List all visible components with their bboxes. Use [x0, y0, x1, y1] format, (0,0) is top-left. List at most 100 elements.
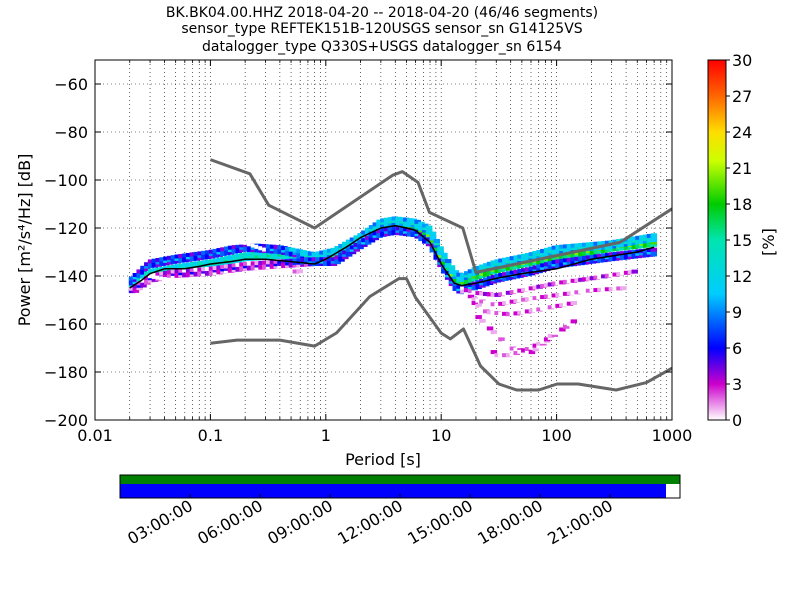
density-cell [273, 247, 281, 252]
density-cell [372, 227, 380, 232]
density-cell [441, 252, 448, 257]
density-cell [521, 263, 528, 268]
density-cell [224, 269, 231, 274]
density-cell [441, 257, 448, 262]
density-cell [543, 283, 551, 288]
density-cell [243, 264, 250, 269]
density-cell [482, 300, 490, 305]
density-cell [334, 260, 341, 265]
density-cell [418, 232, 425, 237]
density-cell [250, 251, 258, 256]
density-cell [132, 275, 140, 280]
y-axis-label: Power [m²/s⁴/Hz] [dB] [15, 154, 34, 327]
density-cell [212, 251, 220, 256]
density-cell [444, 263, 452, 268]
density-cell [536, 249, 543, 254]
density-cell [555, 247, 562, 252]
density-cell [623, 240, 631, 245]
density-cell [585, 260, 593, 265]
density-cell [193, 267, 201, 272]
density-cell [269, 252, 277, 257]
density-cell [262, 260, 269, 265]
density-cell [582, 245, 589, 250]
density-cell [570, 319, 578, 324]
density-cell [265, 246, 273, 251]
density-cell [460, 280, 467, 285]
colorbar-ticks: 0 3 6 9 12 15 18 21 24 27 30 [726, 51, 752, 430]
density-cell [593, 250, 600, 255]
density-cell [231, 273, 239, 278]
density-cell [486, 271, 494, 276]
density-cell [330, 254, 338, 259]
density-cell [627, 241, 635, 246]
density-cell [494, 264, 501, 269]
density-cell [204, 250, 212, 255]
density-cell [536, 344, 543, 349]
density-cell [258, 243, 265, 248]
density-cell [231, 244, 239, 249]
density-cell [589, 254, 597, 259]
density-cell [159, 247, 166, 252]
density-cell [155, 269, 162, 274]
density-cell [498, 301, 505, 306]
density-cell [494, 292, 501, 297]
density-cell [627, 270, 635, 275]
density-cell [509, 258, 517, 263]
density-cell [639, 237, 646, 242]
density-cell [144, 264, 151, 269]
density-cell [505, 344, 513, 349]
density-cell [330, 247, 338, 252]
density-cell [159, 274, 166, 279]
density-cell [540, 263, 547, 268]
density-cell [521, 258, 528, 263]
density-cell [513, 274, 520, 279]
density-cell [349, 247, 357, 252]
density-cell [128, 286, 136, 291]
density-cell [243, 245, 250, 250]
density-cell [208, 268, 216, 273]
density-cell [562, 324, 570, 329]
density-cell [414, 227, 421, 232]
density-cell [498, 272, 505, 277]
density-cell [185, 252, 193, 257]
density-cell [391, 221, 399, 226]
density-cell [273, 264, 281, 269]
density-cell [246, 266, 254, 271]
density-cell [460, 286, 467, 291]
density-cell [570, 259, 578, 264]
density-cell [235, 246, 242, 251]
density-cell [144, 280, 151, 285]
density-cell [509, 290, 517, 295]
density-cell [532, 285, 539, 290]
density-cell [490, 330, 498, 335]
density-cell [326, 262, 334, 266]
colorbar-tick-label: 3 [732, 375, 742, 394]
density-cell [406, 220, 414, 225]
density-cell [490, 292, 498, 297]
density-cell [311, 252, 319, 257]
density-cell [204, 266, 212, 271]
density-cell [540, 306, 547, 311]
density-cell [292, 248, 300, 253]
density-cell [555, 292, 562, 297]
density-cell [578, 261, 585, 266]
density-cell [616, 286, 623, 291]
density-cell [570, 278, 578, 283]
density-cell [277, 261, 284, 266]
density-cell [498, 353, 505, 358]
density-cell [601, 287, 608, 292]
density-cell [128, 289, 136, 294]
density-cell [265, 255, 273, 260]
density-cell [254, 256, 261, 261]
density-cell [258, 251, 265, 256]
density-cell [246, 252, 254, 257]
density-cell [182, 253, 189, 258]
density-cell [601, 274, 608, 279]
colorbar-label: [%] [759, 228, 778, 256]
density-cell [380, 227, 387, 232]
density-cell [463, 287, 471, 292]
density-cell [646, 250, 654, 255]
density-cell [254, 263, 261, 268]
density-cell [197, 269, 204, 274]
density-cell [498, 268, 505, 273]
